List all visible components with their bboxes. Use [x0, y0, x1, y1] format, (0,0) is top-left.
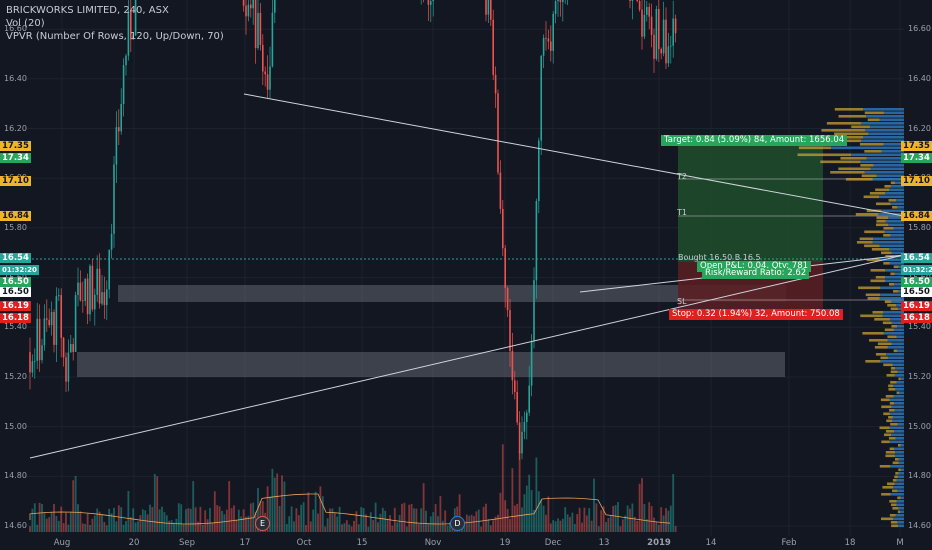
t1-label: T1 — [677, 208, 687, 217]
price-tick-right: 16.20 — [908, 123, 931, 133]
price-tick-right: 15.00 — [908, 421, 931, 431]
price-tag: 16.84 — [901, 211, 932, 221]
price-tag: 16.50 — [901, 287, 932, 297]
price-tag: 16.18 — [0, 313, 31, 323]
price-tick-left: 14.80 — [4, 471, 27, 481]
price-tag: 01:32:20 — [0, 265, 39, 275]
time-tick: 14 — [705, 538, 717, 548]
profit-zone — [678, 145, 823, 262]
price-tick-right: 14.80 — [908, 471, 931, 481]
time-tick: Sep — [178, 538, 196, 548]
time-tick: Dec — [544, 538, 562, 548]
price-tick-left: 15.80 — [4, 222, 27, 232]
bought-label: Bought 16.50 B 16.5 — [678, 253, 761, 262]
volume-indicator-label[interactable]: Vol (20) — [6, 18, 45, 29]
time-tick: 15 — [356, 538, 368, 548]
time-tick: Aug — [53, 538, 71, 548]
price-tick-right: 15.80 — [908, 222, 931, 232]
sl-label: SL — [677, 297, 687, 306]
price-tag: 16.18 — [901, 313, 932, 323]
price-tag: 16.50 — [0, 277, 31, 287]
time-tick: 17 — [239, 538, 251, 548]
t2-label: T2 — [677, 172, 687, 181]
price-tag: 16.50 — [0, 287, 31, 297]
price-tag: 16.54 — [901, 253, 932, 263]
price-tick-left: 14.60 — [4, 521, 27, 530]
time-tick: 19 — [499, 538, 511, 548]
price-tag: 17.35 — [901, 141, 932, 151]
time-tick: 13 — [598, 538, 610, 548]
target-label[interactable]: Target: 0.84 (5.09%) 84, Amount: 1656.04 — [661, 135, 848, 146]
price-tag: 17.34 — [0, 153, 31, 163]
position-boxes — [0, 145, 904, 312]
time-tick: 20 — [128, 538, 140, 548]
price-tick-left: 15.20 — [4, 371, 27, 381]
chart-legend: BRICKWORKS LIMITED, 240, ASX Vol (20) VP… — [6, 4, 224, 43]
dividend-event-icon[interactable]: D — [450, 516, 465, 531]
volume-bars — [29, 444, 677, 532]
price-tag: 01:32:20 — [901, 265, 932, 275]
volume-profile — [797, 108, 904, 528]
earnings-event-icon[interactable]: E — [255, 516, 270, 531]
risk-reward-label[interactable]: Risk/Reward Ratio: 2.62 — [702, 268, 810, 279]
open-pnl-label[interactable]: Open P&L: 0.04, Qty: 781 — [697, 261, 812, 272]
price-tick-left: 16.40 — [4, 73, 27, 83]
candles — [29, 0, 677, 460]
time-tick: M — [896, 538, 904, 548]
price-tag: 16.19 — [0, 301, 31, 311]
support-zone-upper — [118, 285, 786, 302]
price-tick-right: 16.60 — [908, 24, 931, 34]
lower-trendline — [29, 254, 905, 459]
price-tag: 17.10 — [0, 176, 31, 186]
vpvr-indicator-label[interactable]: VPVR (Number Of Rows, 120, Up/Down, 70) — [6, 31, 224, 42]
time-tick: 2019 — [647, 538, 671, 548]
upper-trendline — [243, 93, 905, 217]
price-tag: 17.34 — [901, 153, 932, 163]
price-tick-left: 16.60 — [4, 24, 27, 34]
time-tick: Feb — [781, 538, 797, 548]
price-tag: 17.35 — [0, 141, 31, 151]
price-tag: 16.84 — [0, 211, 31, 221]
time-tick: Nov — [424, 538, 442, 548]
price-tick-left: 15.40 — [4, 322, 27, 332]
price-tick-right: 15.20 — [908, 371, 931, 381]
time-tick: Oct — [296, 538, 312, 548]
volume-ma-line — [29, 493, 671, 525]
price-tag: 16.50 — [901, 277, 932, 287]
price-tag: 16.54 — [0, 253, 31, 263]
price-tick-left: 15.00 — [4, 421, 27, 431]
price-tick-left: 16.20 — [4, 123, 27, 133]
price-tick-right: 15.40 — [908, 322, 931, 332]
price-tag: 16.19 — [901, 301, 932, 311]
time-tick: 18 — [844, 538, 856, 548]
price-tick-right: 16.40 — [908, 73, 931, 83]
price-tick-right: 14.60 — [908, 521, 931, 530]
stop-label[interactable]: Stop: 0.32 (1.94%) 32, Amount: 750.08 — [669, 309, 843, 320]
support-zones — [77, 285, 786, 377]
price-tag: 17.10 — [901, 176, 932, 186]
chart-title: BRICKWORKS LIMITED, 240, ASX — [6, 5, 169, 16]
